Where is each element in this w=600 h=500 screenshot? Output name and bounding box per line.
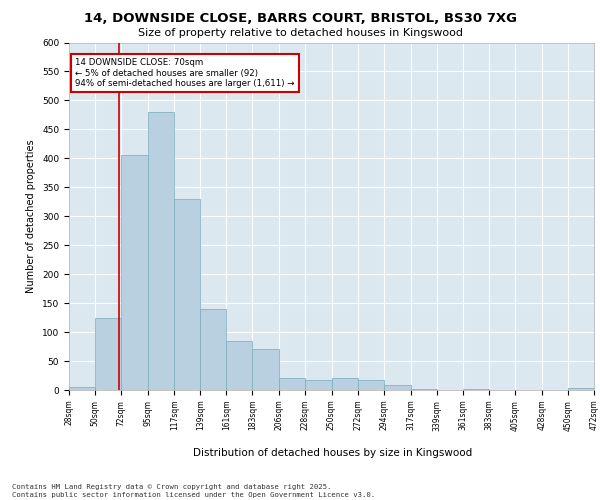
- Bar: [331, 378, 358, 390]
- Bar: [305, 380, 331, 390]
- Text: Contains HM Land Registry data © Crown copyright and database right 2025.
Contai: Contains HM Land Registry data © Crown c…: [12, 484, 375, 498]
- Bar: [95, 318, 121, 390]
- Bar: [358, 380, 383, 390]
- Bar: [69, 387, 95, 390]
- Bar: [252, 350, 280, 390]
- Bar: [121, 156, 148, 390]
- Text: 14 DOWNSIDE CLOSE: 70sqm
← 5% of detached houses are smaller (92)
94% of semi-de: 14 DOWNSIDE CLOSE: 70sqm ← 5% of detache…: [75, 58, 295, 88]
- Y-axis label: Number of detached properties: Number of detached properties: [26, 140, 37, 293]
- Text: 14, DOWNSIDE CLOSE, BARRS COURT, BRISTOL, BS30 7XG: 14, DOWNSIDE CLOSE, BARRS COURT, BRISTOL…: [83, 12, 517, 26]
- Bar: [148, 112, 174, 390]
- Text: Size of property relative to detached houses in Kingswood: Size of property relative to detached ho…: [137, 28, 463, 38]
- Bar: [174, 199, 200, 390]
- Text: Distribution of detached houses by size in Kingswood: Distribution of detached houses by size …: [193, 448, 473, 458]
- Bar: [280, 378, 305, 390]
- Bar: [568, 388, 594, 390]
- Bar: [383, 386, 411, 390]
- Bar: [226, 341, 252, 390]
- Bar: [200, 309, 226, 390]
